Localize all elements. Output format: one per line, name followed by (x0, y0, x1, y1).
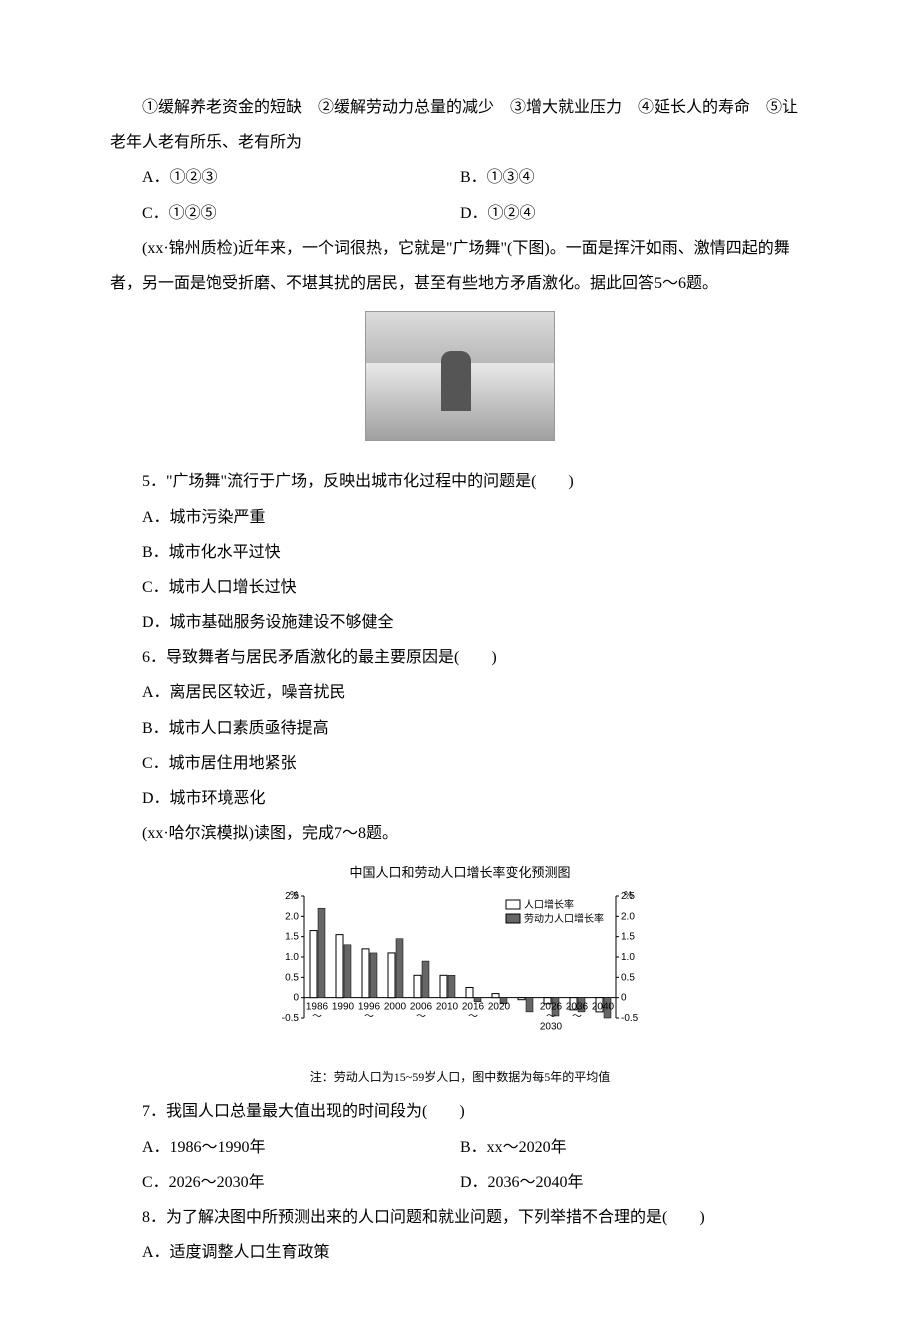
q4-opts-row1: A．①②③ B．①③④ (110, 160, 810, 195)
svg-text:-0.5: -0.5 (621, 1013, 639, 1024)
svg-text:人口增长率: 人口增长率 (524, 898, 574, 911)
svg-text:2000: 2000 (384, 1002, 407, 1013)
svg-text:1.0: 1.0 (621, 952, 635, 963)
q6-opt-a: A．离居民区较近，噪音扰民 (110, 675, 810, 710)
q7-opt-d: D．2036～2040年 (460, 1165, 810, 1200)
q5-opt-c: C．城市人口增长过快 (110, 570, 810, 605)
q6-opt-b: B．城市人口素质亟待提高 (110, 711, 810, 746)
svg-text:%: % (290, 890, 299, 901)
q4-opt-c: C．①②⑤ (110, 196, 460, 231)
q6-stem: 6．导致舞者与居民矛盾激化的最主要原因是( ) (110, 640, 810, 675)
svg-text:2040: 2040 (592, 1002, 615, 1013)
svg-text:～: ～ (468, 1012, 478, 1023)
q4-opt-a: A．①②③ (110, 160, 460, 195)
q7-stem: 7．我国人口总量最大值出现的时间段为( ) (110, 1094, 810, 1129)
q5-opt-d: D．城市基础服务设施建设不够健全 (110, 605, 810, 640)
svg-text:～: ～ (364, 1012, 374, 1023)
svg-text:2030: 2030 (540, 1022, 563, 1033)
svg-text:2.0: 2.0 (621, 911, 635, 922)
q4-opt-b: B．①③④ (460, 160, 810, 195)
svg-text:1.0: 1.0 (285, 952, 299, 963)
svg-text:0.5: 0.5 (285, 972, 299, 983)
q4-stems: ①缓解养老资金的短缺 ②缓解劳动力总量的减少 ③增大就业压力 ④延长人的寿命 ⑤… (110, 90, 810, 160)
svg-text:2020: 2020 (488, 1002, 511, 1013)
svg-text:1990: 1990 (332, 1002, 355, 1013)
svg-text:%: % (624, 890, 633, 901)
q4-opt-d: D．①②④ (460, 196, 810, 231)
chart-wrap: 中国人口和劳动人口增长率变化预测图 -0.5 -0.5 0 0 0.5 0.5 1.0 1.0… (110, 859, 810, 1090)
q5-stem: 5．"广场舞"流行于广场，反映出城市化过程中的问题是( ) (110, 464, 810, 499)
q5-opt-b: B．城市化水平过快 (110, 535, 810, 570)
q7-opts-row1: A．1986～1990年 B．xx～2020年 (110, 1130, 810, 1165)
svg-text:0: 0 (621, 993, 627, 1004)
q6-opt-d: D．城市环境恶化 (110, 781, 810, 816)
q7-opt-b: B．xx～2020年 (460, 1130, 810, 1165)
passage-78: (xx·哈尔滨模拟)读图，完成7～8题。 (110, 816, 810, 851)
q7-opts-row2: C．2026～2030年 D．2036～2040年 (110, 1165, 810, 1200)
svg-text:～: ～ (572, 1012, 582, 1023)
svg-text:2010: 2010 (436, 1002, 459, 1013)
q7-opt-c: C．2026～2030年 (110, 1165, 460, 1200)
passage-56: (xx·锦州质检)近年来，一个词很热，它就是"广场舞"(下图)。一面是挥汗如雨、… (110, 231, 810, 301)
svg-text:2.0: 2.0 (285, 911, 299, 922)
chart-note: 注：劳动人口为15~59岁人口，图中数据为每5年的平均值 (110, 1064, 810, 1090)
svg-text:～: ～ (312, 1012, 322, 1023)
q6-opt-c: C．城市居住用地紧张 (110, 746, 810, 781)
svg-text:1.5: 1.5 (285, 932, 299, 943)
photo-square-dance (365, 311, 555, 441)
q5-opt-a: A．城市污染严重 (110, 500, 810, 535)
photo-square-dance-wrap (110, 311, 810, 454)
svg-text:0.5: 0.5 (621, 972, 635, 983)
svg-text:劳动力人口增长率: 劳动力人口增长率 (524, 912, 604, 925)
svg-text:-0.5: -0.5 (282, 1013, 300, 1024)
svg-text:～: ～ (416, 1012, 426, 1023)
q7-opt-a: A．1986～1990年 (110, 1130, 460, 1165)
q4-opts-row2: C．①②⑤ D．①②④ (110, 196, 810, 231)
population-chart: -0.5-0.5000.50.51.01.01.51.52.02.02.52.5… (270, 890, 650, 1060)
q8-opt-a: A．适度调整人口生育政策 (110, 1235, 810, 1270)
svg-text:0: 0 (293, 993, 299, 1004)
q8-stem: 8．为了解决图中所预测出来的人口问题和就业问题，下列举措不合理的是( ) (110, 1200, 810, 1235)
chart-title: 中国人口和劳动人口增长率变化预测图 (110, 859, 810, 888)
svg-text:1.5: 1.5 (621, 932, 635, 943)
